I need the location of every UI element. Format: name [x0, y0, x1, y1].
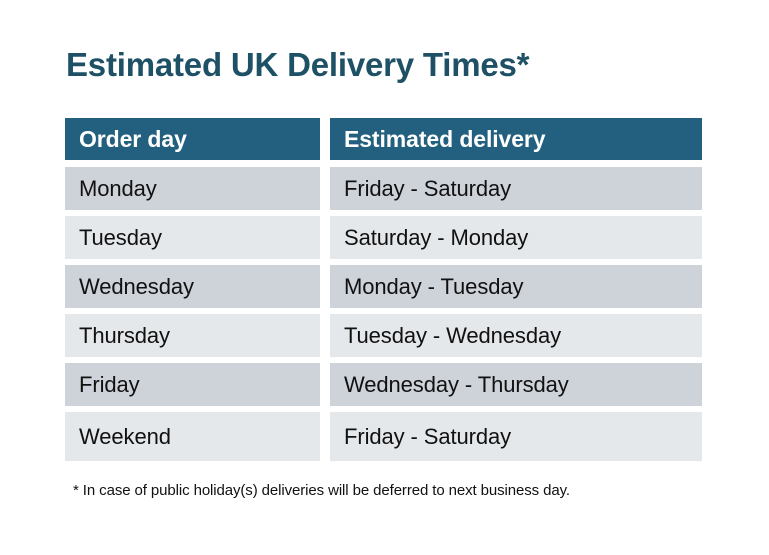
- cell-estimated-delivery: Wednesday - Thursday: [330, 363, 702, 412]
- page-title: Estimated UK Delivery Times*: [66, 46, 530, 83]
- cell-estimated-delivery: Friday - Saturday: [330, 412, 702, 461]
- column-header-estimated-delivery: Estimated delivery: [330, 118, 702, 167]
- cell-order-day: Thursday: [65, 314, 330, 363]
- table-row: Tuesday Saturday - Monday: [65, 216, 702, 265]
- cell-estimated-delivery: Monday - Tuesday: [330, 265, 702, 314]
- cell-order-day: Weekend: [65, 412, 330, 461]
- table-header-row: Order day Estimated delivery: [65, 118, 702, 167]
- cell-order-day: Wednesday: [65, 265, 330, 314]
- table-body: Monday Friday - Saturday Tuesday Saturda…: [65, 167, 702, 461]
- cell-order-day: Tuesday: [65, 216, 330, 265]
- cell-order-day: Monday: [65, 167, 330, 216]
- table-row: Weekend Friday - Saturday: [65, 412, 702, 461]
- table-row: Thursday Tuesday - Wednesday: [65, 314, 702, 363]
- cell-order-day: Friday: [65, 363, 330, 412]
- table-row: Friday Wednesday - Thursday: [65, 363, 702, 412]
- table-row: Monday Friday - Saturday: [65, 167, 702, 216]
- column-header-order-day: Order day: [65, 118, 330, 167]
- table-row: Wednesday Monday - Tuesday: [65, 265, 702, 314]
- delivery-times-table: Order day Estimated delivery Monday Frid…: [65, 118, 702, 461]
- cell-estimated-delivery: Saturday - Monday: [330, 216, 702, 265]
- cell-estimated-delivery: Tuesday - Wednesday: [330, 314, 702, 363]
- cell-estimated-delivery: Friday - Saturday: [330, 167, 702, 216]
- table-header: Order day Estimated delivery: [65, 118, 702, 167]
- footnote-text: * In case of public holiday(s) deliverie…: [73, 482, 570, 499]
